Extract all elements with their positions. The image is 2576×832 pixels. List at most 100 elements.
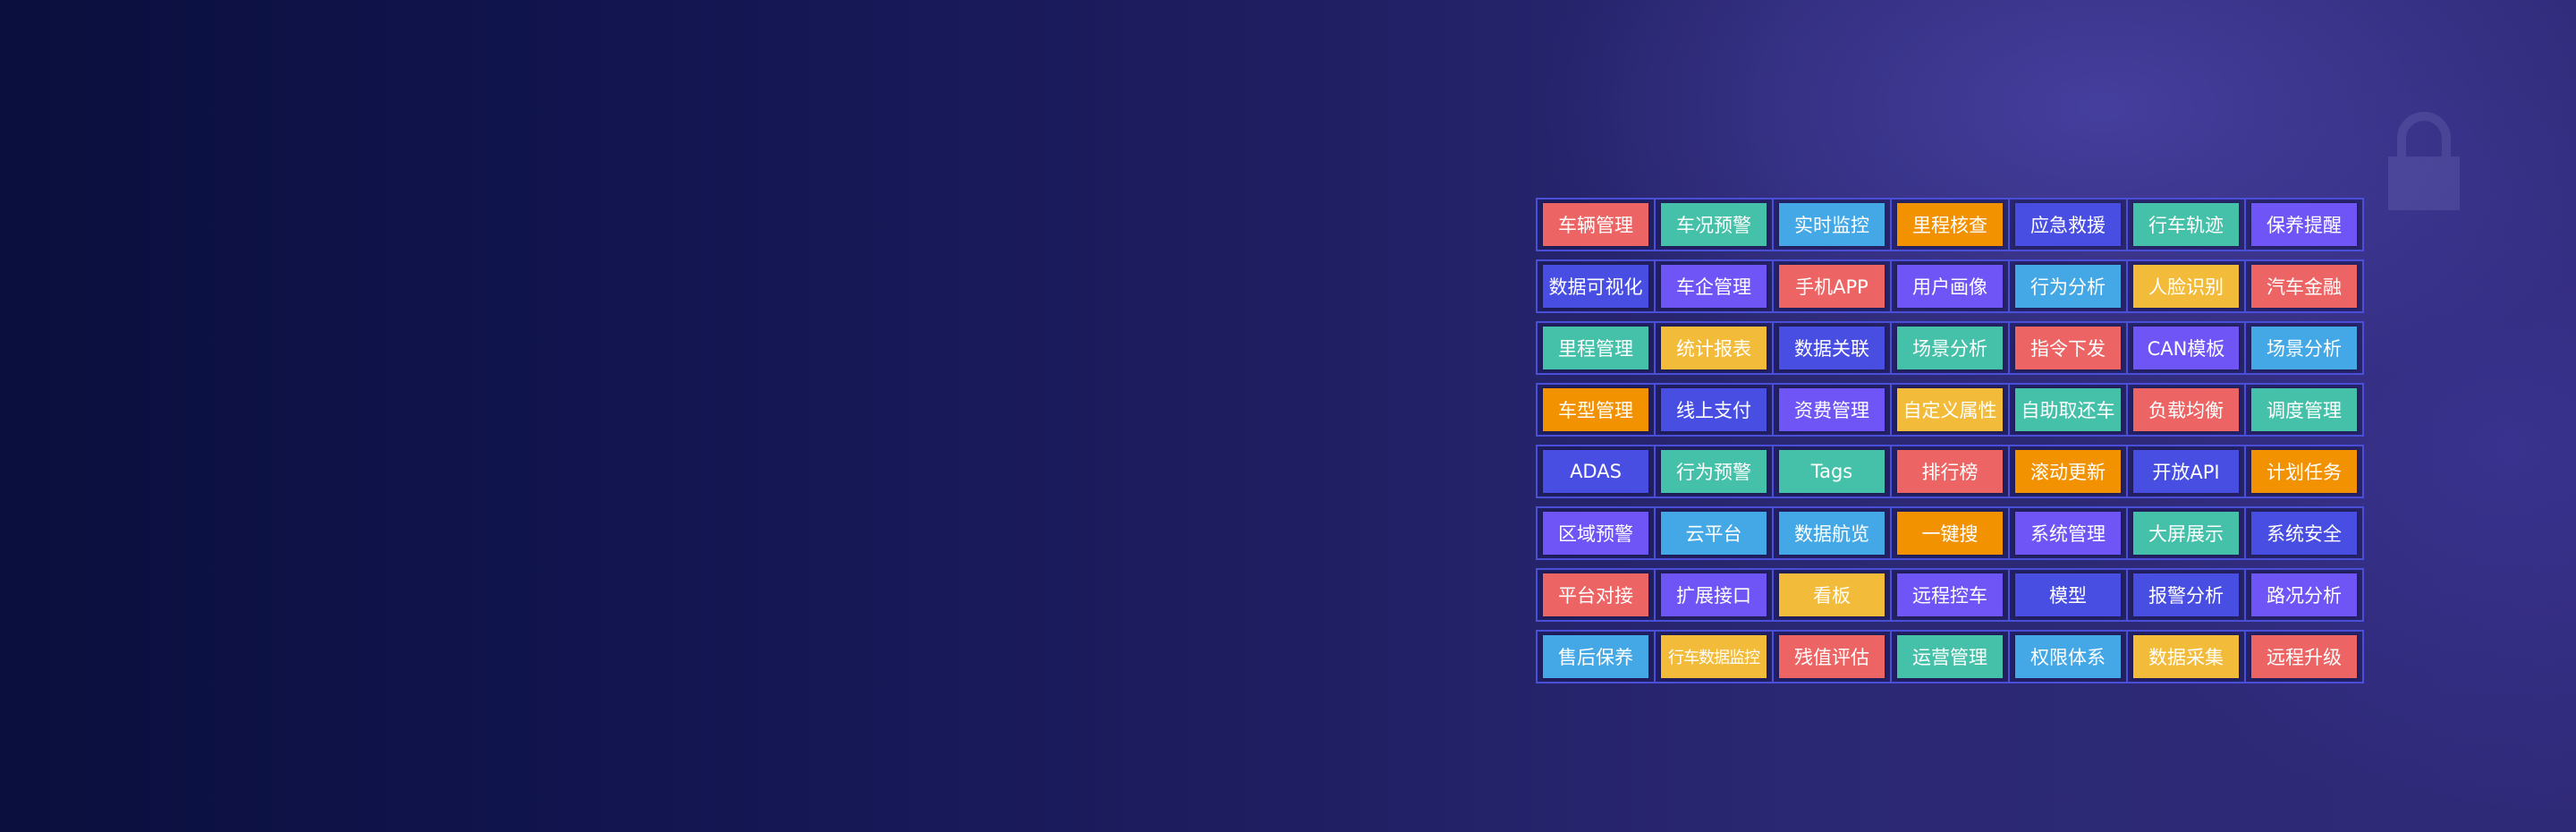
feature-tag[interactable]: 路况分析 [2251,573,2357,616]
feature-tag[interactable]: 开放API [2133,450,2239,493]
feature-cell: 数据航览 [1774,508,1892,558]
feature-tag[interactable]: 数据航览 [1779,512,1885,555]
feature-tag[interactable]: 系统管理 [2015,512,2121,555]
feature-tag[interactable]: 实时监控 [1779,203,1885,246]
feature-cell: 数据可视化 [1538,261,1656,311]
feature-tag[interactable]: 滚动更新 [2015,450,2121,493]
feature-cell: 保养提醒 [2246,200,2362,250]
feature-tag[interactable]: 人脸识别 [2133,265,2239,308]
feature-cell: 车企管理 [1656,261,1774,311]
feature-cell: 用户画像 [1892,261,2010,311]
feature-cell: 行为分析 [2010,261,2128,311]
feature-cell: ADAS [1538,446,1656,497]
feature-tag[interactable]: 手机APP [1779,265,1885,308]
feature-cell: Tags [1774,446,1892,497]
feature-tag[interactable]: 指令下发 [2015,327,2121,369]
feature-cell: 车况预警 [1656,200,1774,250]
feature-tag[interactable]: 资费管理 [1779,388,1885,431]
feature-row: 售后保养 行车数据监控 残值评估 运营管理 权限体系 数据采集 远程升级 [1536,630,2364,683]
feature-cell: 数据采集 [2128,632,2246,682]
feature-row: 数据可视化 车企管理 手机APP 用户画像 行为分析 人脸识别 汽车金融 [1536,259,2364,313]
feature-cell: 计划任务 [2246,446,2362,497]
feature-tag[interactable]: 里程管理 [1543,327,1648,369]
feature-tag[interactable]: 里程核查 [1897,203,2003,246]
feature-cell: 统计报表 [1656,323,1774,373]
feature-tag[interactable]: 负载均衡 [2133,388,2239,431]
feature-tag[interactable]: 行为预警 [1661,450,1767,493]
feature-cell: 数据关联 [1774,323,1892,373]
feature-tag[interactable]: 大屏展示 [2133,512,2239,555]
feature-tag[interactable]: 车型管理 [1543,388,1648,431]
feature-tag[interactable]: 数据关联 [1779,327,1885,369]
feature-tag[interactable]: 调度管理 [2251,388,2357,431]
feature-cell: 行车数据监控 [1656,632,1774,682]
feature-cell: 指令下发 [2010,323,2128,373]
feature-tag[interactable]: 排行榜 [1897,450,2003,493]
feature-tag[interactable]: 区域预警 [1543,512,1648,555]
feature-cell: 远程升级 [2246,632,2362,682]
feature-tag[interactable]: 看板 [1779,573,1885,616]
feature-cell: 残值评估 [1774,632,1892,682]
feature-cell: 车型管理 [1538,385,1656,435]
feature-cell: 线上支付 [1656,385,1774,435]
feature-tag[interactable]: 一键搜 [1897,512,2003,555]
feature-tag[interactable]: 应急救援 [2015,203,2121,246]
feature-tag[interactable]: 数据可视化 [1543,265,1648,308]
feature-cell: 远程控车 [1892,570,2010,620]
feature-tag[interactable]: 残值评估 [1779,635,1885,678]
feature-tag[interactable]: 计划任务 [2251,450,2357,493]
feature-row: 平台对接 扩展接口 看板 远程控车 模型 报警分析 路况分析 [1536,568,2364,622]
feature-tag[interactable]: 汽车金融 [2251,265,2357,308]
feature-tag[interactable]: 报警分析 [2133,573,2239,616]
feature-cell: 开放API [2128,446,2246,497]
feature-cell: 手机APP [1774,261,1892,311]
feature-cell: 系统管理 [2010,508,2128,558]
feature-tag[interactable]: 售后保养 [1543,635,1648,678]
feature-cell: 区域预警 [1538,508,1656,558]
feature-tag[interactable]: 统计报表 [1661,327,1767,369]
feature-tag[interactable]: 车企管理 [1661,265,1767,308]
feature-tag[interactable]: 远程升级 [2251,635,2357,678]
feature-tag[interactable]: 保养提醒 [2251,203,2357,246]
feature-cell: 售后保养 [1538,632,1656,682]
feature-cell: 人脸识别 [2128,261,2246,311]
feature-row: 里程管理 统计报表 数据关联 场景分析 指令下发 CAN模板 场景分析 [1536,321,2364,375]
feature-tag[interactable]: 模型 [2015,573,2121,616]
feature-cell: 排行榜 [1892,446,2010,497]
feature-tag[interactable]: 系统安全 [2251,512,2357,555]
feature-tag[interactable]: 自定义属性 [1897,388,2003,431]
feature-tag[interactable]: 平台对接 [1543,573,1648,616]
feature-cell: 行为预警 [1656,446,1774,497]
feature-cell: 场景分析 [2246,323,2362,373]
feature-tag[interactable]: 场景分析 [2251,327,2357,369]
lock-icon [2388,112,2460,210]
feature-tag[interactable]: 线上支付 [1661,388,1767,431]
feature-tag[interactable]: 自助取还车 [2015,388,2121,431]
feature-cell: 系统安全 [2246,508,2362,558]
feature-tag[interactable]: 场景分析 [1897,327,2003,369]
feature-tag[interactable]: Tags [1779,450,1885,493]
feature-tag[interactable]: 行车轨迹 [2133,203,2239,246]
feature-cell: 报警分析 [2128,570,2246,620]
feature-cell: 模型 [2010,570,2128,620]
feature-tag[interactable]: 车辆管理 [1543,203,1648,246]
feature-tag[interactable]: CAN模板 [2133,327,2239,369]
feature-cell: 自助取还车 [2010,385,2128,435]
feature-tag[interactable]: 云平台 [1661,512,1767,555]
feature-tag[interactable]: 远程控车 [1897,573,2003,616]
feature-tag[interactable]: 权限体系 [2015,635,2121,678]
feature-cell: 看板 [1774,570,1892,620]
feature-cell: 云平台 [1656,508,1774,558]
feature-tag[interactable]: 行车数据监控 [1661,635,1767,678]
feature-tag[interactable]: 行为分析 [2015,265,2121,308]
feature-grid: 车辆管理 车况预警 实时监控 里程核查 应急救援 行车轨迹 保养提醒 数据可视化 车企管理 手机A… [1536,198,2364,692]
feature-tag[interactable]: ADAS [1543,450,1648,493]
feature-cell: 行车轨迹 [2128,200,2246,250]
feature-cell: 里程管理 [1538,323,1656,373]
feature-tag[interactable]: 车况预警 [1661,203,1767,246]
feature-tag[interactable]: 扩展接口 [1661,573,1767,616]
feature-tag[interactable]: 用户画像 [1897,265,2003,308]
feature-tag[interactable]: 数据采集 [2133,635,2239,678]
feature-row: 车辆管理 车况预警 实时监控 里程核查 应急救援 行车轨迹 保养提醒 [1536,198,2364,251]
feature-tag[interactable]: 运营管理 [1897,635,2003,678]
